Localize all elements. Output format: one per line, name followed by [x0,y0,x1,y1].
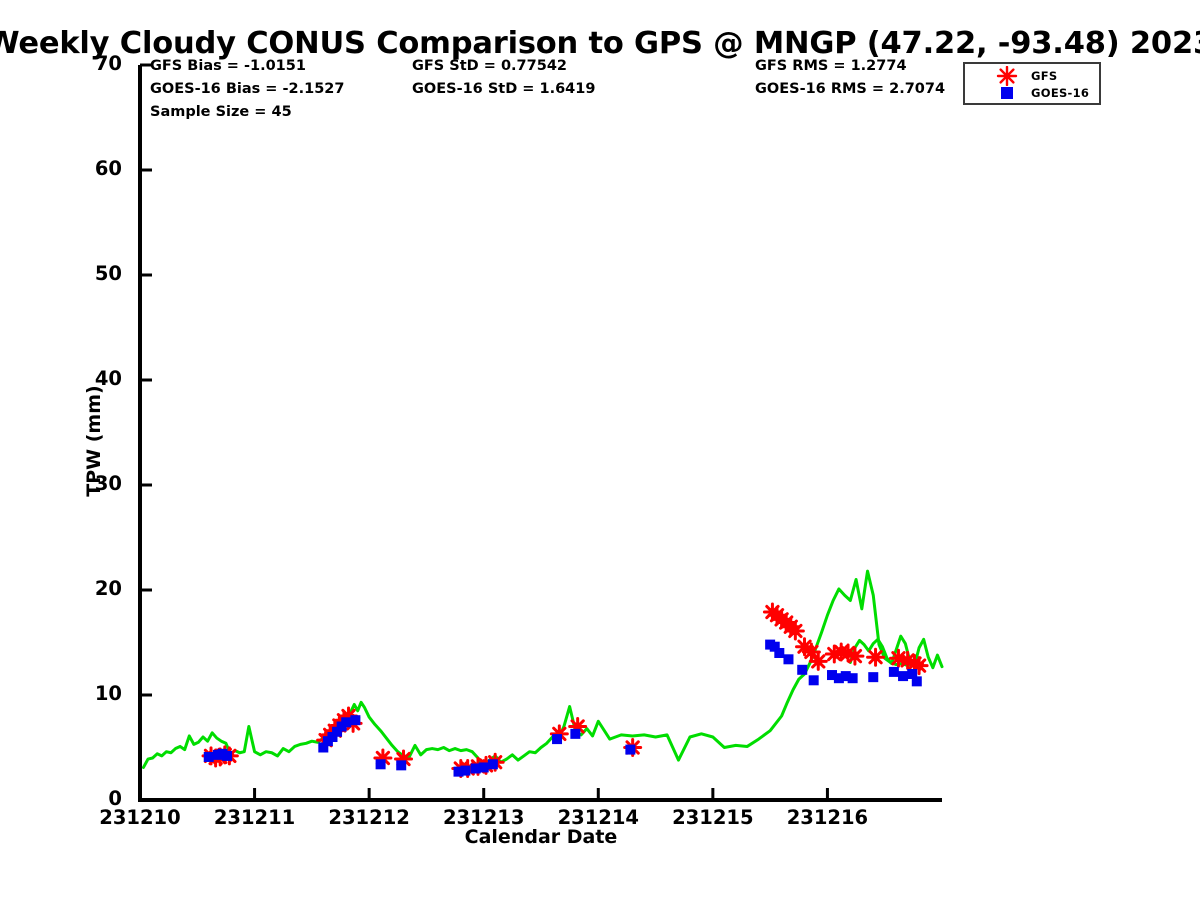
x-tick-label: 231211 [213,806,296,829]
stat-goes-std: GOES-16 StD = 1.6419 [412,81,596,97]
y-tick-label: 0 [108,787,122,810]
chart-legend[interactable]: GFS GOES-16 [963,62,1101,105]
y-tick-label: 70 [94,52,122,75]
x-tick-label: 231210 [99,806,181,829]
stat-goes-rms: GOES-16 RMS = 2.7074 [755,81,946,97]
y-tick-label: 60 [94,157,122,180]
series-gps [141,569,915,769]
x-tick-label: 231216 [786,806,869,829]
y-tick-label: 10 [94,682,122,705]
series-gfs [201,602,929,778]
legend-label-goes: GOES-16 [1031,86,1090,100]
square-marker-icon [1001,87,1013,99]
y-tick-label: 20 [94,577,122,600]
x-tick-label: 231215 [672,806,754,829]
stat-sample-size: Sample Size = 45 [150,104,292,120]
page-title: Weekly Cloudy CONUS Comparison to GPS @ … [0,26,1200,61]
y-tick-label: 30 [94,472,122,495]
legend-label-gfs: GFS [1031,69,1058,83]
y-tick-label: 40 [94,367,122,390]
asterisk-marker-icon [996,66,1018,86]
series-goes-16 [203,639,922,777]
y-tick-label: 50 [94,262,122,285]
x-tick-label: 231212 [328,806,410,829]
series-gps-late [848,634,944,670]
stat-gfs-std: GFS StD = 0.77542 [412,58,567,74]
x-tick-label: 231214 [557,806,639,829]
stat-gfs-rms: GFS RMS = 1.2774 [755,58,907,74]
x-tick-label: 231213 [442,806,525,829]
stat-goes-bias: GOES-16 Bias = -2.1527 [150,81,345,97]
stat-gfs-bias: GFS Bias = -1.0151 [150,58,306,74]
x-axis-label: Calendar Date [464,826,618,848]
